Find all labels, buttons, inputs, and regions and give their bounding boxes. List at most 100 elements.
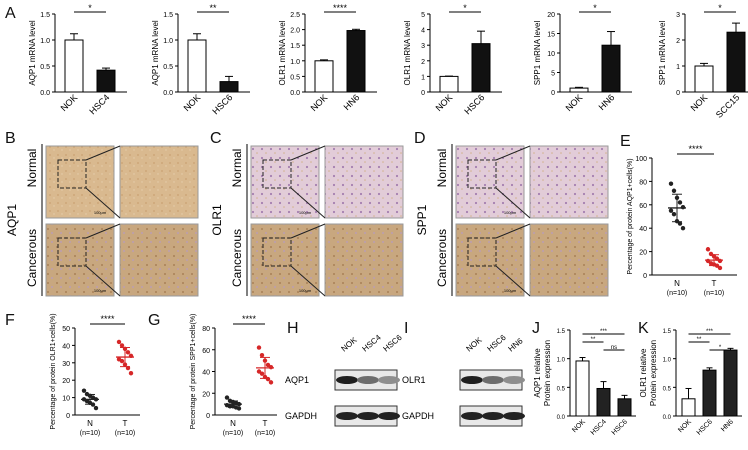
- y-tick-label: 4: [421, 28, 425, 35]
- panel-label-i: I: [404, 320, 409, 337]
- data-point: [81, 388, 87, 393]
- y-tick-label: 30: [62, 361, 70, 368]
- blot-band: [503, 376, 525, 384]
- bar: [681, 398, 696, 417]
- panel-label-h: H: [287, 320, 299, 337]
- y-tick-label: 1.0: [663, 358, 672, 364]
- panel-label-c: C: [210, 130, 222, 147]
- row-label-cancerous: Cancerous: [230, 229, 244, 287]
- y-tick-label: 0.5: [290, 74, 300, 81]
- data-point: [128, 371, 134, 376]
- blot-band: [336, 412, 358, 420]
- data-point: [119, 343, 125, 348]
- x-tick-label: HSC4: [87, 92, 111, 116]
- zoom-line: [495, 187, 531, 219]
- bar: [596, 387, 611, 417]
- y-tick-label: 0.0: [163, 90, 173, 97]
- significance-label: ***: [706, 329, 714, 335]
- y-tick-label: 0: [66, 413, 70, 420]
- bar: [569, 87, 589, 93]
- x-tick-label: HSC6: [210, 92, 234, 116]
- data-point: [125, 350, 131, 355]
- significance-label: *: [718, 3, 722, 13]
- zoom-line: [290, 187, 326, 219]
- y-tick-label: 2.5: [290, 12, 300, 19]
- bar: [575, 360, 590, 417]
- y-tick-label: 1.0: [163, 38, 173, 45]
- data-point: [259, 352, 265, 358]
- blot-band: [482, 376, 504, 384]
- bar: [346, 30, 366, 93]
- panel-label-d: D: [414, 130, 426, 147]
- scale-bar-label: 100μm: [299, 210, 312, 215]
- x-tick-label: HSC6: [696, 418, 714, 436]
- ihc-zoom-image-cancerous: [119, 223, 199, 297]
- sample-size-label: (n=10): [80, 430, 100, 437]
- y-tick-label: 0.5: [40, 64, 50, 71]
- y-tick-label: 40: [62, 343, 70, 350]
- x-tick-label: N: [230, 419, 236, 428]
- ihc-panel-b: AQP1 Normal Cancerous 100μm 100μm: [5, 144, 199, 297]
- ihc-image-normal: [250, 145, 320, 219]
- row-label-cancerous: Cancerous: [435, 229, 449, 287]
- y-tick-label: 1.5: [663, 329, 672, 335]
- data-point: [224, 395, 230, 400]
- data-point: [116, 339, 122, 345]
- x-tick-label: NOK: [571, 418, 587, 434]
- y-tick-label: 0: [421, 90, 425, 97]
- bar-chart-k: 0.0 0.5 1.0 1.5 OLR1 relative Protein express…: [639, 329, 742, 437]
- y-tick-label: 20: [639, 250, 647, 257]
- data-point: [256, 345, 262, 350]
- significance-label: *: [88, 3, 92, 13]
- y-tick-label: 1: [421, 74, 425, 81]
- ihc-image-normal: [45, 145, 115, 219]
- x-tick-label: NOK: [309, 92, 330, 113]
- x-tick-label: SCC15: [714, 92, 742, 120]
- data-point: [680, 204, 686, 210]
- y-tick-label: 40: [202, 370, 210, 377]
- x-tick-label: HN6: [342, 92, 362, 112]
- bar-chart-j: 0.0 0.5 1.0 1.5 AQP1 relative Protein express…: [533, 329, 636, 437]
- bar: [723, 349, 738, 417]
- significance-label: ns: [611, 345, 617, 351]
- zoom-box: [57, 237, 87, 267]
- panel-label-j: J: [532, 320, 540, 337]
- y-axis-label: AQP1 relative: [533, 348, 542, 398]
- data-point: [671, 211, 677, 217]
- bar: [314, 60, 334, 93]
- significance-label: *: [719, 345, 722, 351]
- zoom-line: [85, 265, 121, 297]
- y-tick-label: 60: [202, 348, 210, 355]
- scale-bar-label: 100μm: [94, 288, 107, 293]
- data-point: [268, 364, 274, 370]
- y-tick-label: 0.0: [557, 415, 566, 421]
- bar-chart-a-5: 0 5 10 15 20 SPP1 mRNA level NOK HN6 *: [533, 3, 632, 113]
- zoom-line: [290, 265, 326, 297]
- data-point: [668, 208, 674, 213]
- y-tick-label: 0.0: [663, 415, 672, 421]
- ihc-image-normal: [455, 145, 525, 219]
- x-tick-label: N: [87, 419, 93, 428]
- bar: [471, 43, 491, 93]
- blot-band: [357, 376, 379, 384]
- blot-band: [461, 412, 483, 420]
- panel-label-f: F: [5, 312, 15, 329]
- x-tick-label: NOK: [434, 92, 455, 113]
- bar: [96, 69, 116, 93]
- zoom-line: [85, 223, 121, 239]
- y-axis-label: OLR1 mRNA level: [278, 20, 287, 85]
- zoom-line: [495, 145, 531, 161]
- ihc-zoom-image-cancerous: [529, 223, 609, 297]
- ihc-zoom-image-cancerous: [324, 223, 404, 297]
- data-point: [265, 376, 271, 382]
- zoom-box: [57, 159, 87, 189]
- ihc-panel-d: SPP1 Normal Cancerous 100μm 100μm: [415, 144, 609, 297]
- blot-band: [336, 376, 358, 384]
- panel-label-e: E: [620, 133, 631, 150]
- data-point: [668, 181, 674, 186]
- sample-size-label: (n=10): [223, 430, 243, 437]
